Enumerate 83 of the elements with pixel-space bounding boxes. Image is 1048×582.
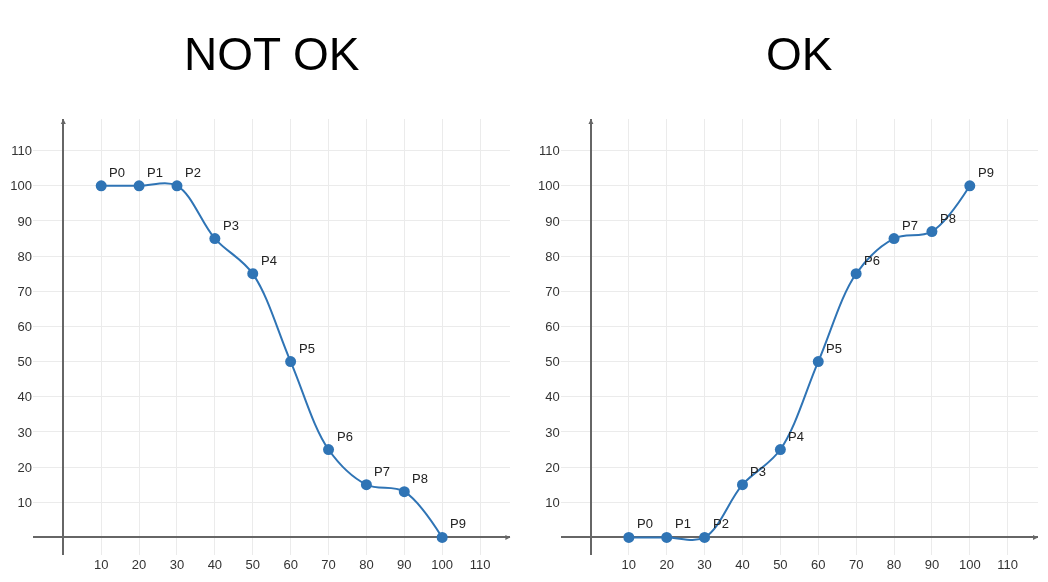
point [926,226,938,238]
y-tick-label: 80 [17,248,32,264]
x-tick-label: 20 [659,557,674,572]
annotation: P8 [412,471,428,486]
y-tick-label: 20 [17,459,32,475]
x-tick-label: 60 [811,557,826,572]
point [360,479,372,491]
y-tick-label: 90 [17,213,32,229]
x-tick-label: 50 [773,557,788,572]
point [209,233,221,245]
point [661,531,673,543]
y-tick-label: 50 [545,354,560,370]
point [285,356,297,368]
x-tick-label: 110 [997,557,1019,572]
x-tick-label: 100 [958,557,981,572]
y-tick-label: 80 [545,248,560,264]
annotation: P0 [637,516,653,531]
y-tick-label: 10 [17,494,32,510]
point [850,268,862,280]
x-tick-label: 10 [93,557,109,572]
x-tick-label: 90 [397,557,412,572]
y-tick-label: 100 [537,178,560,194]
y-tick-label: 20 [545,459,560,475]
point [736,479,748,491]
point [95,180,107,192]
annotation: P9 [450,516,466,531]
point [812,356,824,368]
x-tick-label: 40 [735,557,750,572]
y-tick-label: 70 [545,283,560,299]
y-tick-label: 100 [10,178,32,194]
chart-title: NOT OK [184,28,360,80]
annotation: P6 [864,253,880,268]
y-tick-label: 30 [545,424,560,440]
point [964,180,976,192]
x-tick-label: 90 [924,557,940,572]
y-tick-label: 110 [11,143,32,159]
x-tick-label: 100 [431,557,454,572]
y-tick-label: 60 [545,319,560,334]
point [699,531,711,543]
point [436,531,448,543]
annotation: P7 [374,464,390,479]
y-tick-label: 90 [545,213,560,229]
x-tick-label: 70 [321,557,336,572]
y-tick-label: 10 [545,494,560,510]
x-tick-label: 20 [131,557,147,572]
point [774,444,786,456]
annotation: P7 [902,218,918,233]
point [247,268,259,280]
x-tick-label: 50 [245,557,260,572]
point [171,180,183,192]
annotation: P5 [299,341,315,356]
annotation: P4 [261,253,277,268]
annotation: P4 [788,429,804,444]
annotation: P1 [147,165,163,180]
x-tick-label: 80 [886,557,902,572]
y-tick-label: 30 [17,424,32,440]
y-tick-label: 50 [17,354,32,370]
y-tick-label: 60 [17,319,32,334]
chart-title: OK [766,28,833,80]
y-tick-label: 110 [538,143,560,159]
x-tick-label: 60 [283,557,298,572]
point [133,180,145,192]
annotation: P0 [109,165,125,180]
x-tick-label: 30 [169,557,185,572]
x-tick-label: 40 [207,557,223,572]
x-tick-label: 30 [697,557,712,572]
y-tick-label: 40 [545,389,560,405]
point [888,233,900,245]
y-tick-label: 70 [17,283,32,299]
point [398,486,410,498]
annotation: P1 [675,516,691,531]
annotation: P5 [826,341,842,356]
point [623,531,635,543]
annotation: P2 [185,165,201,180]
x-tick-label: 80 [359,557,374,572]
x-tick-label: 70 [848,557,864,572]
x-tick-label: 110 [469,557,491,572]
y-tick-label: 40 [17,389,32,405]
point [323,444,335,456]
x-tick-label: 10 [621,557,637,572]
annotation: P6 [337,429,353,444]
annotation: P3 [223,218,239,233]
annotation: P9 [978,165,994,180]
